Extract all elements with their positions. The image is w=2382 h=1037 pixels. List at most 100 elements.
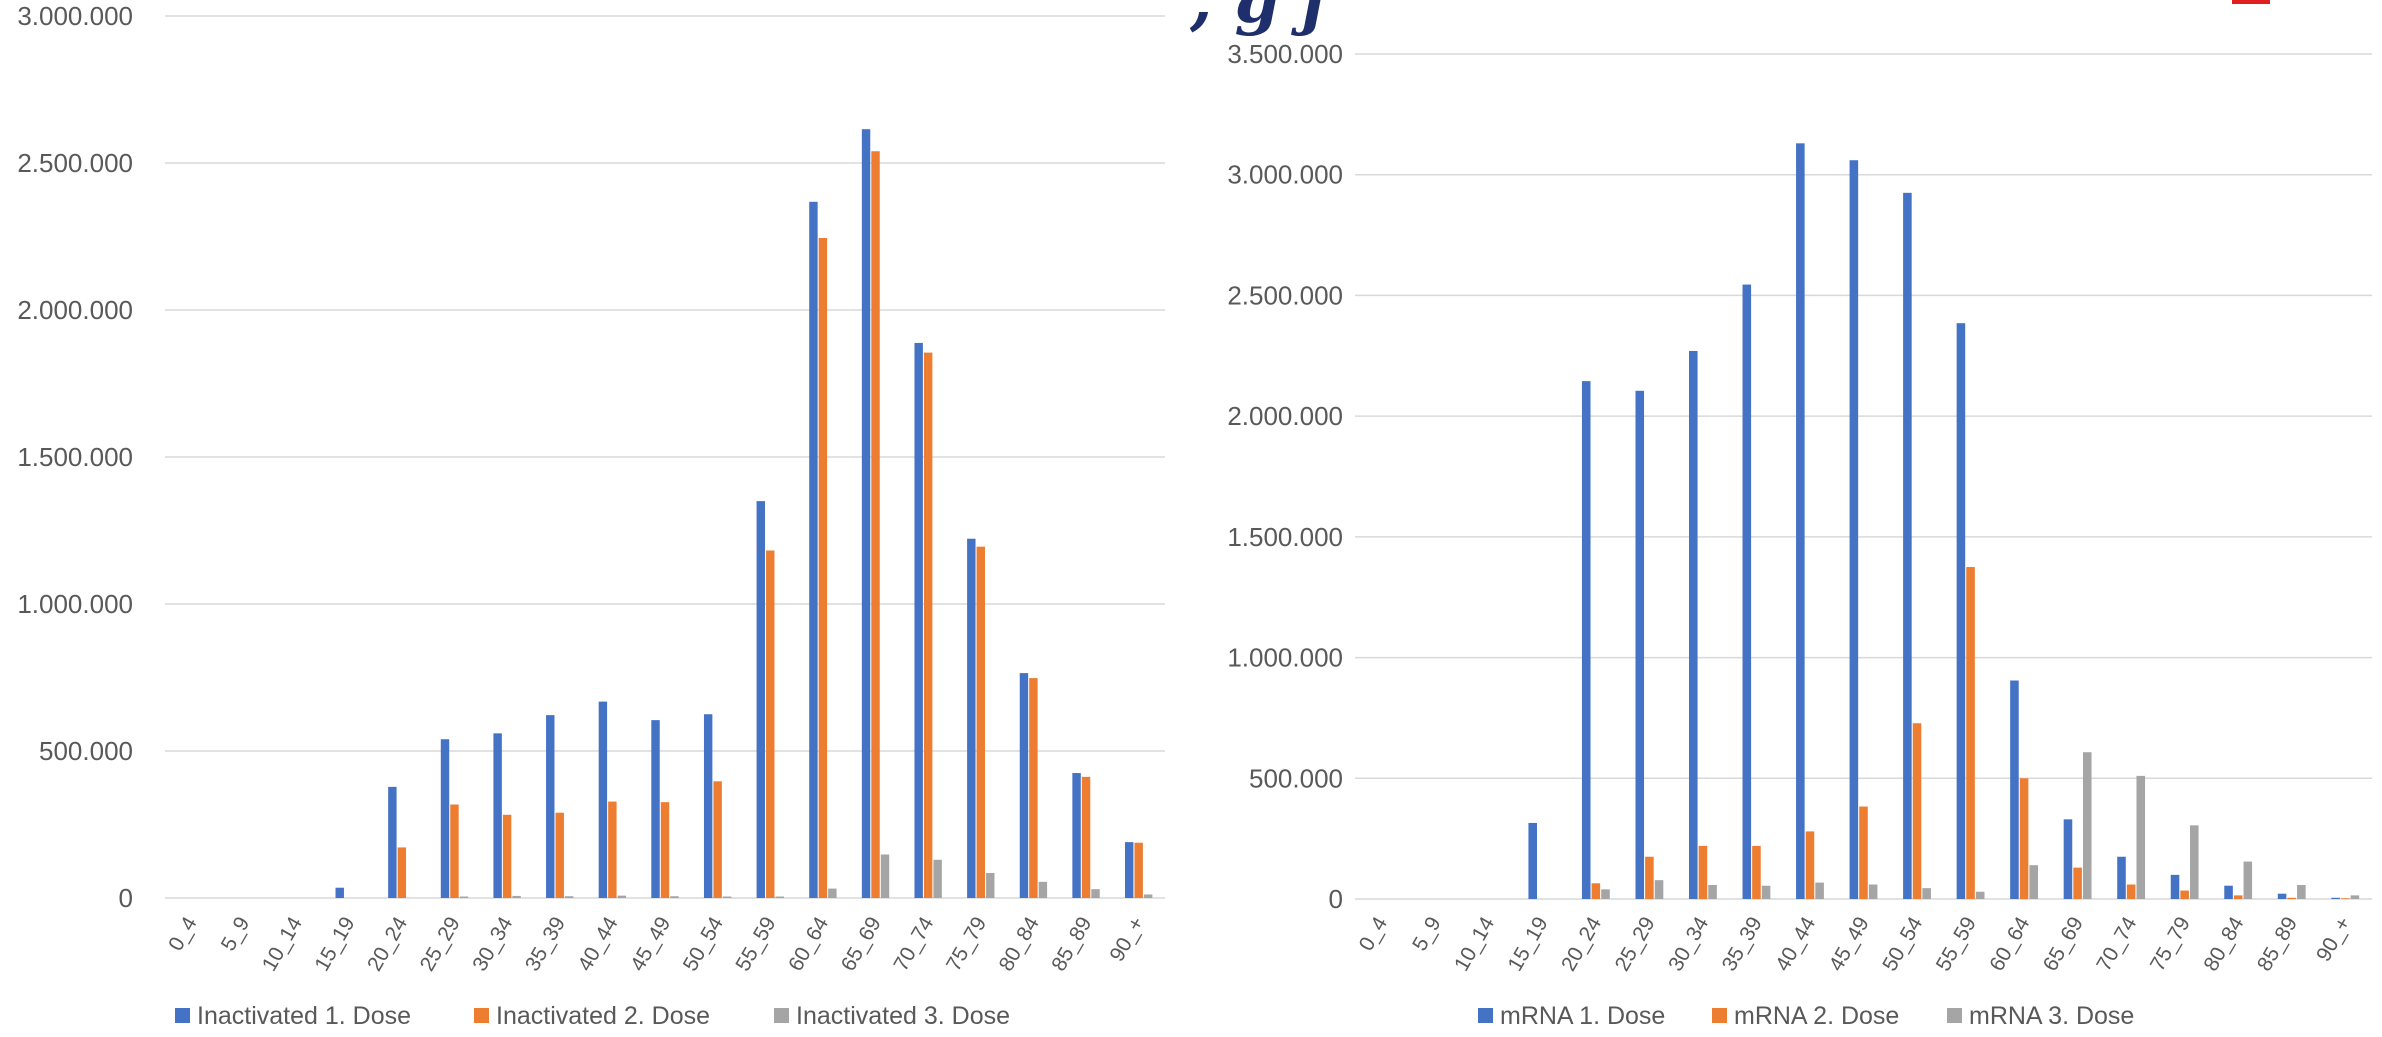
- legend-label: Inactivated 2. Dose: [496, 1002, 710, 1030]
- legend-label: Inactivated 1. Dose: [197, 1002, 411, 1030]
- x-tick-label: 15_19: [310, 913, 359, 975]
- x-tick-label: 15_19: [1504, 913, 1553, 975]
- bar-inactivated-3-dose-50_54: [722, 896, 732, 898]
- bar-mrna-2-dose-40_44: [1805, 831, 1815, 899]
- bar-inactivated-1-dose-50_54: [703, 714, 713, 898]
- legend-label: mRNA 1. Dose: [1500, 1002, 1665, 1030]
- bar-inactivated-2-dose-40_44: [608, 801, 617, 898]
- bar-mrna-3-dose-30_34: [1708, 884, 1717, 899]
- x-tick-label: 60_64: [1985, 913, 2034, 975]
- bar-inactivated-1-dose-40_44: [598, 701, 608, 898]
- bar-mrna-2-dose-45_49: [1859, 806, 1868, 899]
- bar-mrna-2-dose-85_89: [2287, 897, 2296, 899]
- bar-mrna-1-dose-50_54: [1903, 192, 1912, 900]
- legend-swatch: [175, 1008, 190, 1023]
- x-tick-label: 45_49: [1825, 913, 1874, 975]
- x-tick-label: 35_39: [521, 913, 570, 975]
- bar-inactivated-3-dose-70_74: [933, 859, 942, 898]
- y-tick-label: 1.000.000: [17, 589, 133, 619]
- legend-swatch: [1947, 1008, 1962, 1023]
- legend-label: mRNA 2. Dose: [1734, 1002, 1899, 1030]
- bar-mrna-1-dose-20_24: [1581, 381, 1591, 899]
- bar-mrna-1-dose-25_29: [1635, 390, 1645, 899]
- y-tick-label: 2.000.000: [17, 295, 133, 325]
- y-tick-label: 0: [1329, 884, 1343, 914]
- bar-mrna-3-dose-75_79: [2190, 825, 2199, 899]
- bar-inactivated-1-dose-45_49: [651, 720, 660, 898]
- bar-inactivated-3-dose-45_49: [670, 896, 679, 898]
- bar-inactivated-3-dose-55_59: [775, 896, 784, 898]
- bar-mrna-1-dose-30_34: [1689, 350, 1698, 899]
- bar-mrna-3-dose-35_39: [1761, 885, 1771, 899]
- bar-mrna-1-dose-55_59: [1956, 323, 1966, 899]
- x-tick-label: 45_49: [626, 913, 675, 975]
- bar-mrna-1-dose-40_44: [1796, 143, 1805, 900]
- bar-inactivated-2-dose-20_24: [397, 847, 407, 898]
- bar-mrna-1-dose-70_74: [2117, 856, 2126, 899]
- bar-inactivated-1-dose-75_79: [967, 538, 976, 898]
- legend-label: mRNA 3. Dose: [1969, 1002, 2134, 1030]
- bar-mrna-2-dose-20_24: [1591, 883, 1601, 899]
- bar-mrna-3-dose-40_44: [1815, 882, 1824, 899]
- bar-mrna-1-dose-75_79: [2170, 874, 2180, 899]
- x-tick-label: 90_+: [2312, 913, 2356, 965]
- bar-inactivated-3-dose-75_79: [986, 873, 995, 898]
- bar-mrna-3-dose-70_74: [2136, 775, 2146, 899]
- bar-inactivated-2-dose-25_29: [450, 804, 459, 898]
- bar-inactivated-2-dose-55_59: [766, 550, 775, 898]
- x-tick-label: 50_54: [679, 913, 728, 975]
- bar-inactivated-1-dose-65_69: [861, 129, 871, 898]
- bar-inactivated-2-dose-35_39: [555, 812, 564, 898]
- bar-mrna-3-dose-80_84: [2243, 861, 2253, 899]
- x-tick-label: 20_24: [363, 913, 412, 975]
- legend-label: Inactivated 3. Dose: [796, 1002, 1010, 1030]
- legend-swatch: [774, 1008, 789, 1023]
- bar-inactivated-2-dose-65_69: [871, 151, 880, 899]
- x-tick-label: 65_69: [2039, 913, 2088, 975]
- x-tick-label: 75_79: [942, 913, 991, 975]
- bar-mrna-1-dose-35_39: [1742, 284, 1752, 899]
- bar-inactivated-1-dose-55_59: [756, 501, 765, 898]
- x-tick-label: 90_+: [1105, 913, 1149, 965]
- bar-inactivated-1-dose-85_89: [1072, 773, 1081, 898]
- bar-mrna-2-dose-60_64: [2019, 778, 2029, 899]
- bar-inactivated-1-dose-20_24: [388, 786, 397, 898]
- bar-mrna-3-dose-50_54: [1922, 888, 1931, 899]
- x-tick-label: 25_29: [416, 913, 465, 975]
- x-tick-label: 20_24: [1557, 913, 1606, 975]
- y-tick-label: 1.500.000: [1227, 522, 1343, 552]
- bar-inactivated-2-dose-45_49: [660, 802, 670, 898]
- x-tick-label: 0_4: [1355, 913, 1393, 955]
- legend-swatch: [1712, 1008, 1727, 1023]
- bar-inactivated-1-dose-80_84: [1019, 673, 1029, 898]
- bar-mrna-2-dose-90_+: [2340, 898, 2350, 899]
- bar-inactivated-3-dose-30_34: [512, 895, 521, 898]
- y-tick-label: 2.500.000: [17, 148, 133, 178]
- bar-mrna-1-dose-60_64: [2010, 680, 2019, 899]
- bar-inactivated-3-dose-40_44: [617, 895, 627, 898]
- bar-mrna-3-dose-25_29: [1654, 880, 1664, 899]
- x-tick-label: 30_34: [468, 913, 517, 975]
- bar-inactivated-2-dose-50_54: [713, 781, 722, 898]
- bar-mrna-3-dose-65_69: [2082, 752, 2092, 899]
- x-tick-label: 50_54: [1878, 913, 1927, 975]
- bar-inactivated-1-dose-70_74: [914, 342, 923, 899]
- bar-inactivated-2-dose-30_34: [502, 814, 512, 898]
- y-tick-label: 2.000.000: [1227, 401, 1343, 431]
- bar-mrna-3-dose-85_89: [2297, 884, 2306, 899]
- y-tick-label: 3.000.000: [17, 1, 133, 31]
- bar-inactivated-3-dose-25_29: [459, 896, 469, 898]
- bar-mrna-3-dose-60_64: [2029, 865, 2038, 899]
- bar-mrna-2-dose-80_84: [2233, 895, 2243, 899]
- bar-inactivated-3-dose-65_69: [880, 854, 890, 898]
- corner-red-mark: [2232, 0, 2270, 4]
- x-tick-label: 60_64: [784, 913, 833, 975]
- legend-swatch: [1478, 1008, 1493, 1023]
- bar-mrna-1-dose-80_84: [2224, 885, 2233, 899]
- bar-inactivated-1-dose-30_34: [493, 733, 502, 898]
- bar-inactivated-2-dose-80_84: [1029, 678, 1038, 898]
- y-tick-label: 1.500.000: [17, 442, 133, 472]
- bar-mrna-1-dose-45_49: [1849, 160, 1859, 899]
- bar-inactivated-1-dose-35_39: [546, 715, 555, 898]
- bar-mrna-2-dose-65_69: [2073, 867, 2082, 899]
